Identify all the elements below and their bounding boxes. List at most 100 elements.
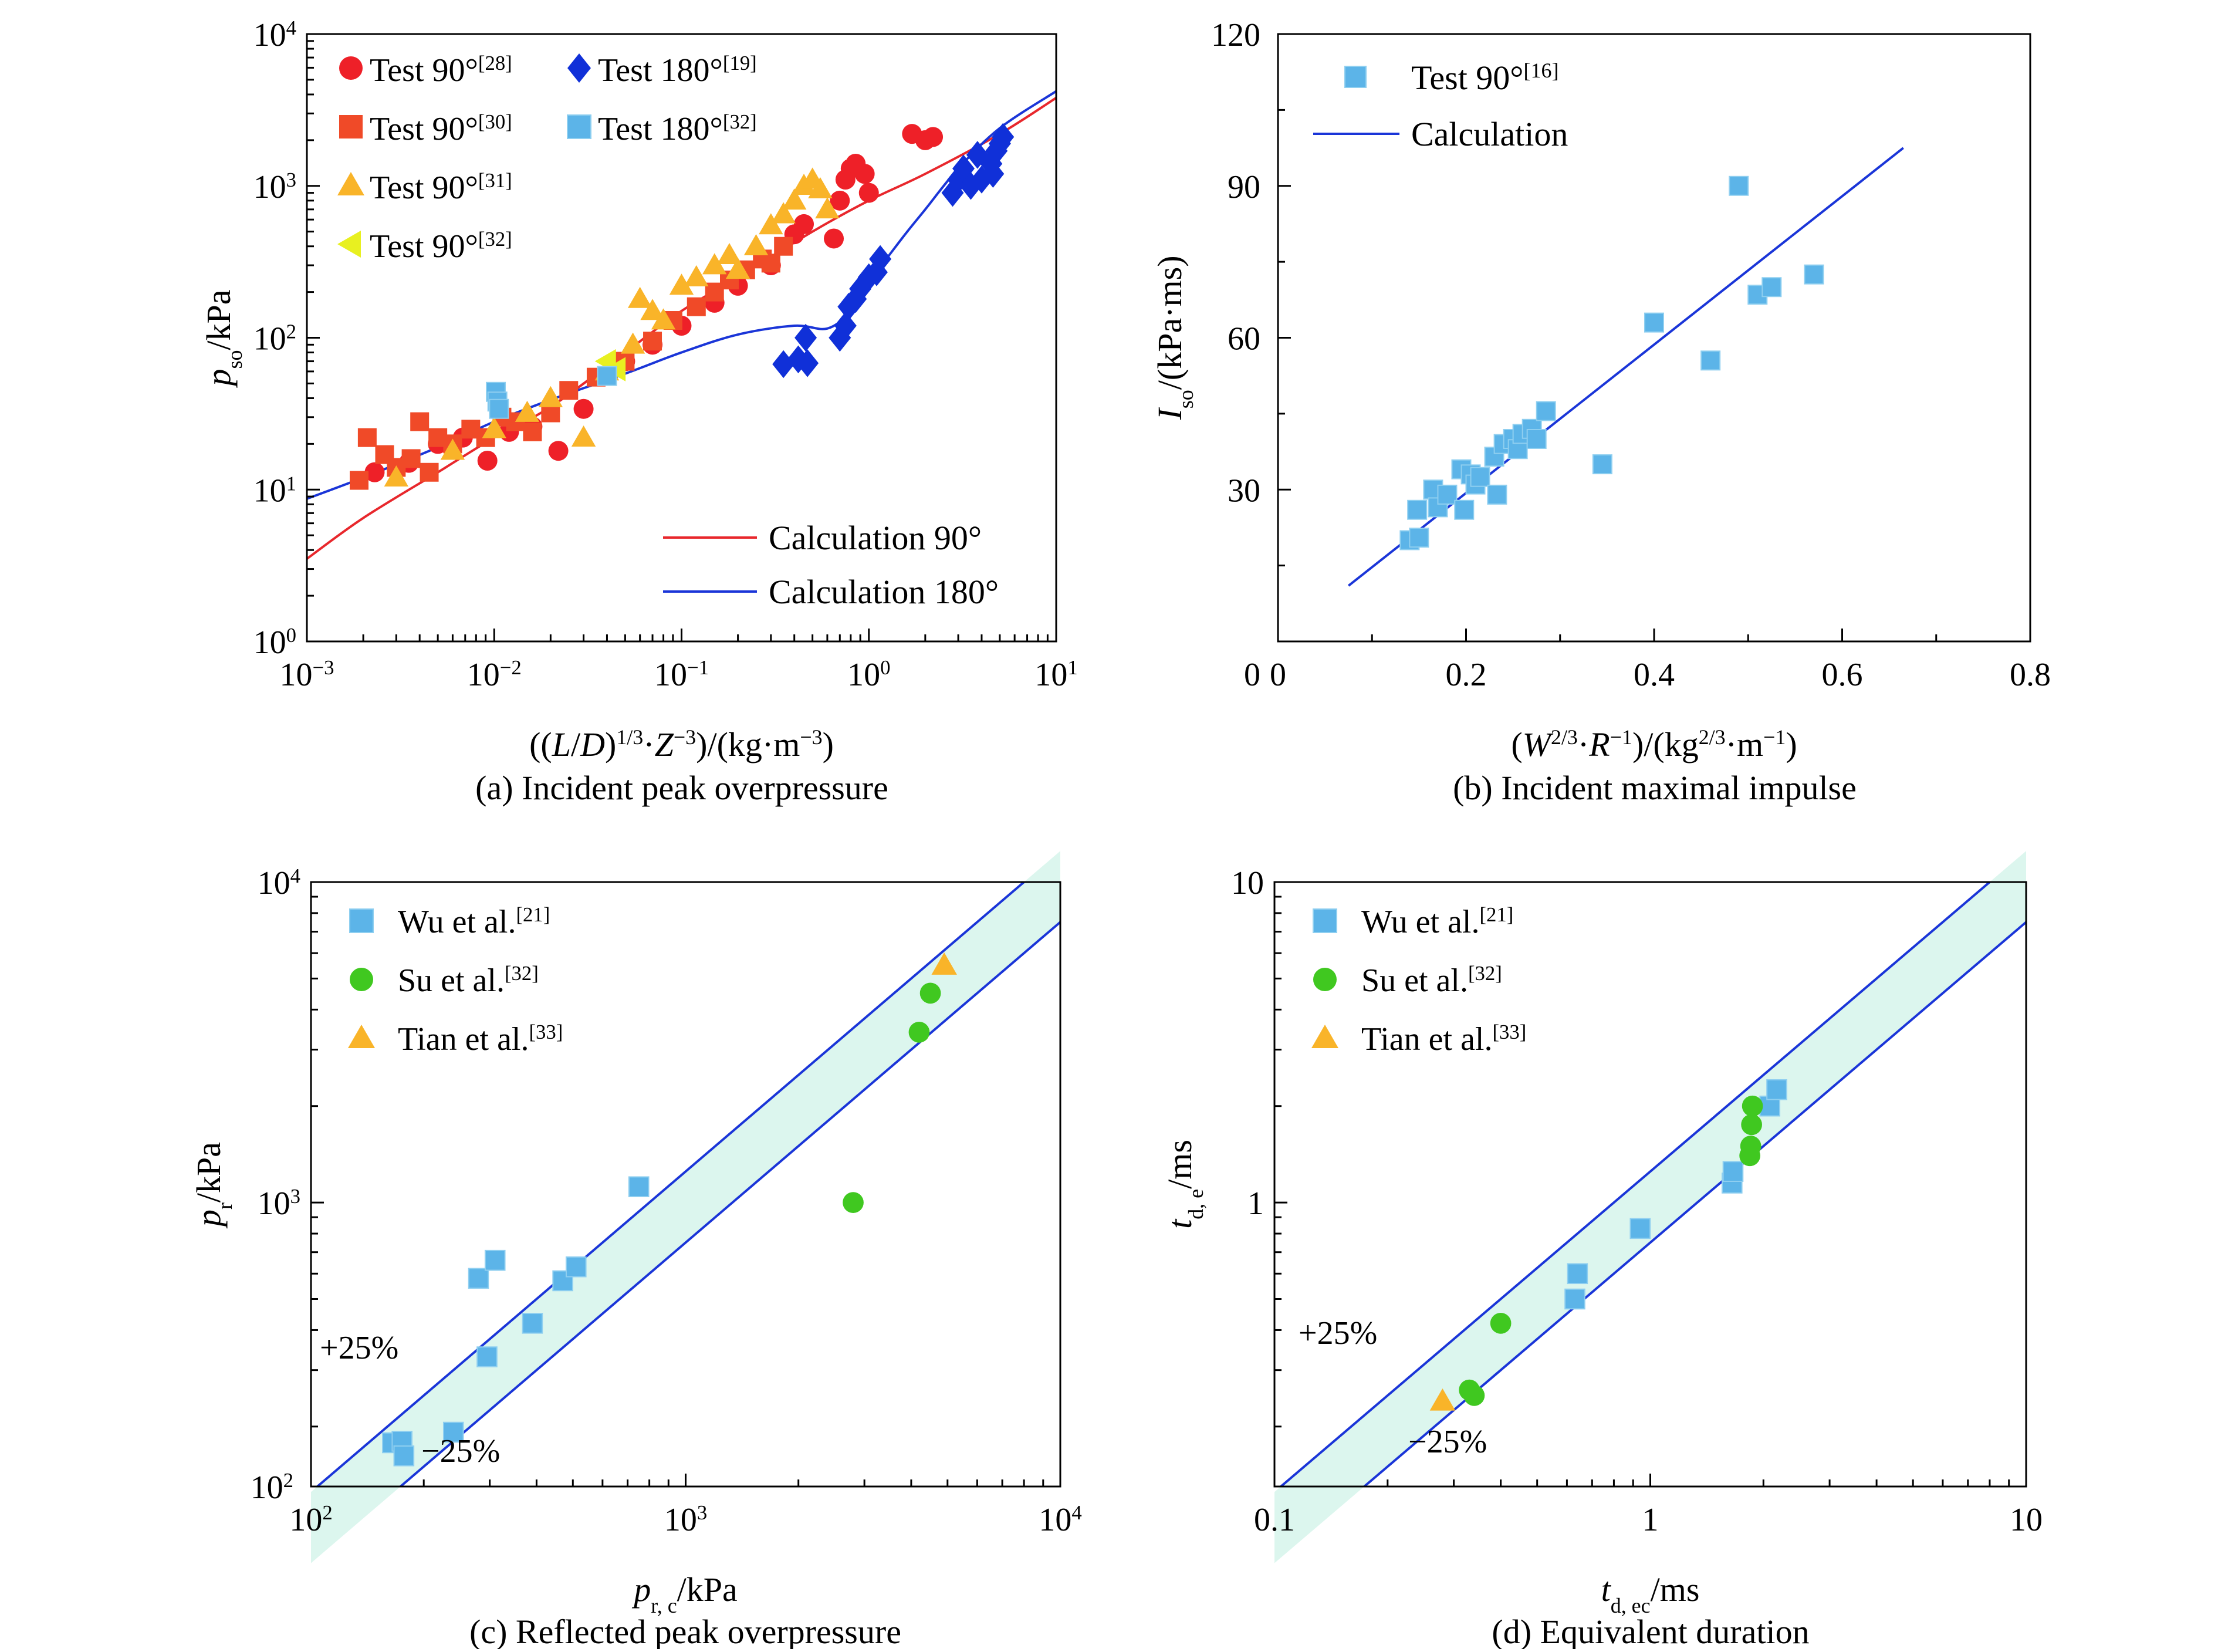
x-tick-label: 10−2 xyxy=(467,656,522,694)
error-band xyxy=(311,851,1060,1563)
x-axis-label-part: R xyxy=(1588,725,1610,763)
x-axis-label-part: ) xyxy=(823,725,834,763)
legend-label-part: [33] xyxy=(1492,1021,1526,1043)
x-tick-label-part: 4 xyxy=(1071,1501,1081,1524)
data-point xyxy=(357,428,377,447)
error-band xyxy=(1274,851,2026,1563)
legend-label-part: [28] xyxy=(478,52,512,75)
y-tick-label: 100 xyxy=(253,624,296,661)
y-axis-label-part: t xyxy=(1161,1218,1199,1229)
y-tick-label: 10 xyxy=(1231,865,1264,901)
data-point xyxy=(923,127,944,147)
data-point xyxy=(834,312,857,340)
data-point xyxy=(669,273,694,295)
plot-area xyxy=(1279,882,2026,1487)
legend: Test 90°[16] Calculation xyxy=(1313,59,1568,153)
legend-label-part: [32] xyxy=(505,962,539,985)
x-tick-label: 10−3 xyxy=(280,656,334,694)
legend-label: Test 90°[28] xyxy=(370,52,512,89)
x-tick-label-part: 10 xyxy=(847,657,880,693)
data-point xyxy=(476,1346,498,1367)
x-axis-label-part: 2/3 xyxy=(1699,725,1726,749)
data-point xyxy=(830,190,850,211)
legend-label: Tian et al.[33] xyxy=(1361,1021,1526,1058)
data-point xyxy=(1729,175,1749,196)
data-point xyxy=(931,952,957,975)
panel-b: 0 0.2 0.4 0.6 0.83060901200(W2/3·R−1)/(kg2/3… xyxy=(1151,17,2051,807)
data-point xyxy=(1761,277,1782,298)
data-point xyxy=(1463,1385,1485,1406)
data-point xyxy=(1629,1218,1651,1239)
y-tick-label-part: 10 xyxy=(258,1185,290,1222)
y-tick-label-part: 10 xyxy=(253,169,286,205)
series-2 xyxy=(1429,1388,1456,1411)
upper-bound-line xyxy=(1279,882,1992,1487)
x-tick-label: 102 xyxy=(289,1501,332,1539)
upper-bound-line xyxy=(315,882,1026,1487)
x-axis-label: td, ec/ms xyxy=(1601,1570,1700,1617)
x-tick-label: 1 xyxy=(1642,1502,1659,1538)
y-tick-label-part: 0 xyxy=(286,624,296,647)
data-point xyxy=(401,449,421,468)
x-tick-label: 10−1 xyxy=(654,656,709,694)
series-1 xyxy=(843,982,941,1213)
x-axis-label-part: −3 xyxy=(674,725,696,749)
y-axis-label-part: p xyxy=(190,1210,228,1229)
data-point xyxy=(1409,528,1429,548)
data-point xyxy=(1564,1288,1585,1310)
legend-line-label: Calculation 180° xyxy=(769,573,999,611)
series-1 xyxy=(1459,1095,1763,1406)
legend-marker xyxy=(339,56,363,80)
data-point xyxy=(1470,467,1490,487)
x-tick-label-part: 10 xyxy=(280,657,313,693)
data-point xyxy=(794,214,814,234)
y-tick-label: 101 xyxy=(253,472,296,509)
legend-marker xyxy=(567,53,591,83)
x-axis-label: ((L/D)1/3·Z−3)/(kg·m−3) xyxy=(529,725,834,763)
data-point xyxy=(1644,312,1664,333)
legend-label-part: Test 90° xyxy=(370,170,478,206)
curve-0 xyxy=(1347,147,1904,587)
data-point xyxy=(643,332,662,351)
panel-caption: (b) Incident maximal impulse xyxy=(1453,769,1857,807)
legend-label: Su et al.[32] xyxy=(1361,962,1502,999)
data-point xyxy=(640,299,665,320)
x-tick-label: 104 xyxy=(1039,1501,1081,1539)
legend-marker xyxy=(349,908,374,933)
y-tick-label: 104 xyxy=(253,16,296,54)
data-point xyxy=(796,349,819,377)
data-point xyxy=(384,465,409,487)
data-point xyxy=(627,286,652,308)
data-point xyxy=(559,381,579,400)
data-point xyxy=(1407,499,1428,520)
data-point xyxy=(489,398,509,419)
legend-label-part: Test 90° xyxy=(1411,59,1524,97)
data-point xyxy=(538,386,563,407)
x-tick-label-part: 10 xyxy=(289,1502,322,1538)
x-axis-label-part: p xyxy=(631,1570,651,1609)
x-axis-label-part: · xyxy=(643,725,654,763)
y-tick-label-part: 10 xyxy=(253,17,286,53)
y-tick-label-part: 10 xyxy=(253,624,286,661)
x-tick-label-part: 10 xyxy=(1039,1502,1071,1538)
legend-marker xyxy=(567,114,591,139)
legend: Wu et al.[21] Su et al.[32] Tian et al.[33… xyxy=(348,903,563,1058)
x-tick-label: 0.1 xyxy=(1254,1502,1295,1538)
legend-label: Test 90°[32] xyxy=(370,228,512,265)
y-tick-label: 102 xyxy=(253,320,296,357)
y-corner-tick-label-part: 10 xyxy=(251,1469,283,1506)
y-tick-label-part: 3 xyxy=(286,168,296,191)
series-0 xyxy=(1564,1079,1787,1310)
data-point xyxy=(771,202,796,224)
x-axis-label-part: 2/3 xyxy=(1551,725,1578,749)
legend-label-part: Wu et al. xyxy=(1361,904,1479,940)
legend-label-part: [19] xyxy=(723,52,757,75)
y-tick-label: 60 xyxy=(1228,321,1260,357)
x-axis-label-part: · xyxy=(1578,725,1589,763)
x-axis-label-part: (( xyxy=(529,725,552,763)
legend-marker xyxy=(337,231,361,258)
data-point xyxy=(982,160,1005,188)
legend-marker xyxy=(339,115,363,138)
x-tick-label-part: 10 xyxy=(654,657,687,693)
